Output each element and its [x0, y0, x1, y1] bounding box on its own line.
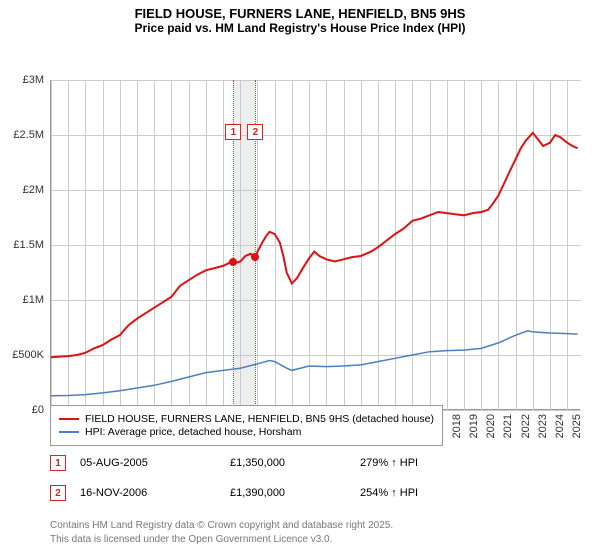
y-axis-label: £2M [23, 184, 44, 196]
series-svg [51, 80, 581, 410]
x-axis-label: 2019 [468, 414, 480, 438]
legend-swatch [59, 431, 79, 433]
y-axis-label: £3M [23, 74, 44, 86]
x-axis-label: 2023 [537, 414, 549, 438]
y-axis-label: £1M [23, 294, 44, 306]
y-axis-label: £1.5M [13, 239, 44, 251]
legend-label: FIELD HOUSE, FURNERS LANE, HENFIELD, BN5… [85, 413, 434, 425]
footnote: This data is licensed under the Open Gov… [50, 534, 332, 545]
x-axis-label: 2021 [502, 414, 514, 438]
x-axis-label: 2025 [571, 414, 583, 438]
y-axis-label: £500K [12, 349, 44, 361]
sale-price: £1,390,000 [230, 487, 360, 499]
price-chart: FIELD HOUSE, FURNERS LANE, HENFIELD, BN5… [0, 0, 600, 560]
sale-change: 279% ↑ HPI [360, 457, 490, 469]
series-price_paid [51, 133, 578, 357]
chart-title: FIELD HOUSE, FURNERS LANE, HENFIELD, BN5… [0, 6, 600, 21]
sale-change: 254% ↑ HPI [360, 487, 490, 499]
x-axis-label: 2018 [451, 414, 463, 438]
footnote: Contains HM Land Registry data © Crown c… [50, 520, 393, 531]
legend-item: FIELD HOUSE, FURNERS LANE, HENFIELD, BN5… [59, 413, 434, 425]
sale-price: £1,350,000 [230, 457, 360, 469]
legend-item: HPI: Average price, detached house, Hors… [59, 426, 434, 438]
plot-area: £0£500K£1M£1.5M£2M£2.5M£3M19951996199719… [50, 80, 580, 410]
y-axis-label: £2.5M [13, 129, 44, 141]
x-axis-label: 2024 [554, 414, 566, 438]
sale-record-marker: 1 [50, 455, 66, 471]
legend-label: HPI: Average price, detached house, Hors… [85, 426, 301, 438]
legend-swatch [59, 418, 79, 420]
x-axis-label: 2022 [520, 414, 532, 438]
sale-record-row: 2 16-NOV-2006£1,390,000254% ↑ HPI [50, 485, 490, 501]
sale-point [251, 253, 259, 261]
series-hpi [51, 331, 578, 396]
sale-date: 05-AUG-2005 [80, 457, 230, 469]
chart-subtitle: Price paid vs. HM Land Registry's House … [0, 21, 600, 35]
sale-date: 16-NOV-2006 [80, 487, 230, 499]
legend: FIELD HOUSE, FURNERS LANE, HENFIELD, BN5… [50, 405, 443, 446]
y-axis-label: £0 [32, 404, 44, 416]
sale-record-marker: 2 [50, 485, 66, 501]
x-axis-label: 2020 [485, 414, 497, 438]
sale-record-row: 1 05-AUG-2005£1,350,000279% ↑ HPI [50, 455, 490, 471]
sale-point [229, 258, 237, 266]
sale-marker-label: 2 [247, 124, 263, 140]
sale-marker-label: 1 [225, 124, 241, 140]
